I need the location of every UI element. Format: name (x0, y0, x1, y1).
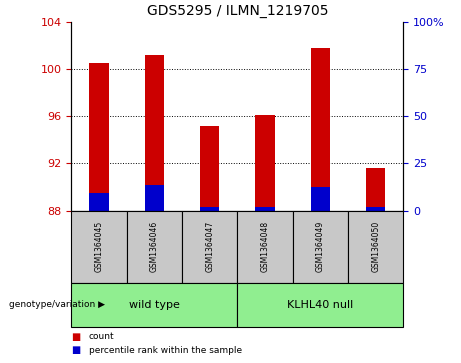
Text: GSM1364050: GSM1364050 (371, 221, 380, 273)
Bar (311, 187, 330, 211)
Bar (200, 207, 219, 211)
Bar (366, 207, 385, 211)
Bar (89, 63, 109, 211)
Text: ■: ■ (71, 345, 81, 355)
Bar (145, 184, 164, 211)
Text: genotype/variation ▶: genotype/variation ▶ (9, 301, 105, 309)
Text: KLHL40 null: KLHL40 null (287, 300, 354, 310)
Text: GSM1364045: GSM1364045 (95, 221, 104, 273)
Text: GSM1364048: GSM1364048 (260, 221, 270, 272)
Text: GSM1364047: GSM1364047 (205, 221, 214, 273)
Text: GSM1364046: GSM1364046 (150, 221, 159, 273)
Text: count: count (89, 333, 115, 341)
Bar (255, 115, 275, 211)
Text: percentile rank within the sample: percentile rank within the sample (89, 346, 242, 355)
Text: ■: ■ (71, 332, 81, 342)
Text: GSM1364049: GSM1364049 (316, 221, 325, 273)
Bar (255, 207, 275, 211)
Title: GDS5295 / ILMN_1219705: GDS5295 / ILMN_1219705 (147, 4, 328, 18)
Bar (366, 168, 385, 211)
Text: wild type: wild type (129, 300, 180, 310)
Bar (89, 193, 109, 211)
Bar (145, 55, 164, 211)
Bar (200, 126, 219, 211)
Bar (311, 48, 330, 211)
